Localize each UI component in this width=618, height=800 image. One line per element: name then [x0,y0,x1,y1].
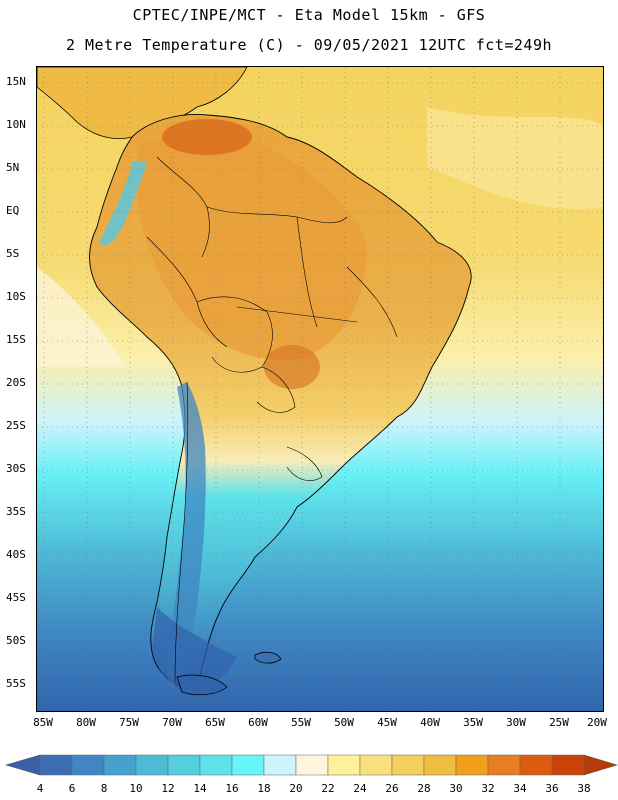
border-bolivia [196,296,273,373]
colorbar-label-10: 10 [129,782,143,795]
colorbar-cell [71,754,105,776]
lon-label-80w: 80W [76,716,96,729]
colorbar-cell [391,754,425,776]
lat-label-5s: 5S [6,247,20,260]
map-title: CPTEC/INPE/MCT - Eta Model 15km - GFS [132,6,486,24]
lon-label-50w: 50W [334,716,354,729]
colorbar-cell [103,754,137,776]
colorbar-cell [167,754,201,776]
atlantic-warm-patch [427,107,603,209]
colorbar-label-26: 26 [385,782,399,795]
lon-label-75w: 75W [119,716,139,729]
colorbar-label-22: 22 [321,782,335,795]
lat-label-30s: 30S [6,462,26,475]
colorbar-label-8: 8 [100,782,108,795]
colorbar-cell [519,754,553,776]
lon-label-30w: 30W [506,716,526,729]
colorbar-label-28: 28 [417,782,431,795]
border-brazil-north [206,206,348,224]
colorbar-label-32: 32 [481,782,495,795]
lon-label-70w: 70W [162,716,182,729]
lat-label-45s: 45S [6,591,26,604]
lon-label-85w: 85W [33,716,53,729]
lon-label-40w: 40W [420,716,440,729]
colorbar-label-24: 24 [353,782,367,795]
border-peru-brazil [146,236,228,348]
lat-label-25s: 25S [6,419,26,432]
colorbar-label-6: 6 [68,782,76,795]
colorbar-cell [199,754,233,776]
amazon-hot-core [137,132,367,360]
andes-south-cold [167,382,206,687]
colorbar-label-36: 36 [545,782,559,795]
colorbar-cell [455,754,489,776]
border-uruguay [286,446,323,481]
colorbar-cell [359,754,393,776]
pacific-pale-band [37,267,127,367]
colorbar-label-16: 16 [225,782,239,795]
falkland-islands [254,651,282,664]
lon-label-60w: 60W [248,716,268,729]
colorbar-label-20: 20 [289,782,303,795]
colorbar-label-18: 18 [257,782,271,795]
colorbar-label-30: 30 [449,782,463,795]
lon-label-25w: 25W [549,716,569,729]
lat-label-20s: 20S [6,376,26,389]
central-brazil-hotspot [264,345,320,389]
lon-label-55w: 55W [291,716,311,729]
lat-label-eq: EQ [6,204,20,217]
colorbar-cell [295,754,329,776]
lat-label-15n: 15N [6,75,26,88]
colorbar-cell [423,754,457,776]
temperature-map [36,66,604,712]
colorbar-cell [135,754,169,776]
andes-cold-strip [99,162,147,246]
lat-label-10n: 10N [6,118,26,131]
colorbar-label-4: 4 [36,782,44,795]
colorbar-cell [39,754,73,776]
lat-label-35s: 35S [6,505,26,518]
lon-label-45w: 45W [377,716,397,729]
colorbar-cell [263,754,297,776]
colorbar-cell [551,754,585,776]
border-paraguay [256,366,296,413]
lat-label-5n: 5N [6,161,20,174]
colorbar-cell [231,754,265,776]
colorbar-label-34: 34 [513,782,527,795]
colorbar-label-14: 14 [193,782,207,795]
colorbar-label-38: 38 [577,782,591,795]
colorbar [4,754,618,776]
colorbar-low-arrow [4,754,41,776]
patagonia-cold [152,607,237,692]
lat-label-40s: 40S [6,548,26,561]
lat-label-10s: 10S [6,290,26,303]
map-subtitle: 2 Metre Temperature (C) - 09/05/2021 12U… [65,36,553,54]
colorbar-high-arrow [583,754,618,776]
colorbar-cells [39,754,585,776]
colorbar-cell [327,754,361,776]
lat-label-15s: 15S [6,333,26,346]
lat-label-55s: 55S [6,677,26,690]
colorbar-cell [487,754,521,776]
lon-label-20w: 20W [587,716,607,729]
venezuela-hotspot [162,119,252,155]
lon-label-65w: 65W [205,716,225,729]
border-brazil-states [236,216,398,338]
lat-label-50s: 50S [6,634,26,647]
border-colombia-venezuela [156,156,210,258]
lon-label-35w: 35W [463,716,483,729]
colorbar-label-12: 12 [161,782,175,795]
